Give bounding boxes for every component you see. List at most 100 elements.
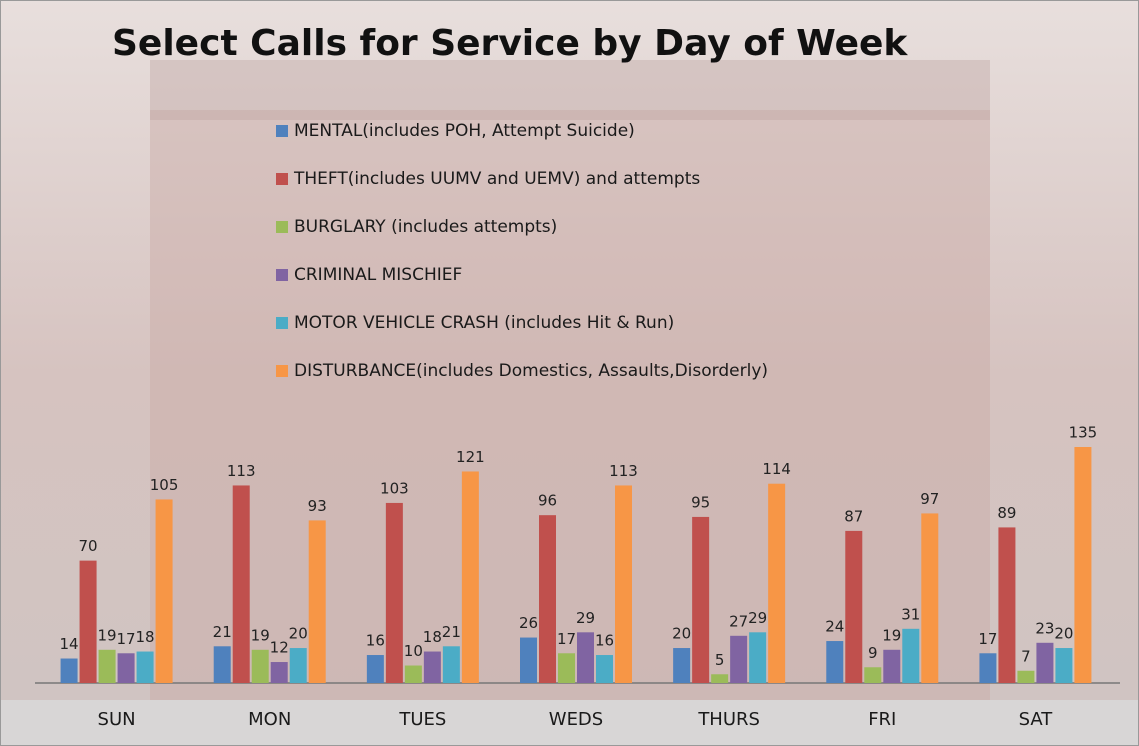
legend-label: MOTOR VEHICLE CRASH (includes Hit & Run) (294, 313, 674, 333)
data-label: 95 (691, 493, 710, 511)
data-label: 10 (404, 642, 423, 660)
bar (270, 662, 288, 683)
data-label: 121 (456, 448, 485, 466)
bar (883, 649, 901, 683)
bar (979, 653, 997, 683)
bar (423, 651, 441, 683)
data-label: 87 (844, 507, 863, 525)
bar (366, 655, 384, 683)
data-label: 93 (308, 497, 327, 515)
bar (864, 667, 882, 683)
data-label: 27 (729, 612, 748, 630)
data-label: 19 (882, 626, 901, 644)
data-label: 14 (60, 635, 79, 653)
chart-title: Select Calls for Service by Day of Week (112, 23, 908, 64)
data-label: 113 (227, 462, 256, 480)
data-label: 17 (117, 630, 136, 648)
legend-swatch (276, 125, 288, 137)
bar (385, 502, 403, 683)
bar (558, 653, 575, 683)
bar (404, 665, 422, 683)
x-tick-label: FRI (868, 709, 896, 730)
bar (577, 632, 594, 683)
legend-swatch (276, 317, 288, 329)
data-label: 16 (366, 632, 385, 650)
bar (155, 499, 173, 683)
data-label: 7 (1021, 647, 1031, 665)
x-tick-label: WEDS (549, 709, 603, 730)
bar (902, 628, 920, 683)
x-tick-label: SAT (1019, 709, 1054, 730)
bar (136, 651, 154, 683)
legend-label: DISTURBANCE(includes Domestics, Assaults… (294, 361, 768, 381)
roof (150, 60, 990, 120)
data-label: 89 (997, 504, 1016, 522)
legend-swatch (276, 269, 288, 281)
bar (768, 483, 786, 683)
bar (117, 653, 135, 683)
bar (730, 635, 748, 683)
data-label: 29 (748, 609, 767, 627)
data-label: 21 (213, 623, 232, 641)
data-label: 135 (1069, 424, 1098, 442)
bar (520, 637, 537, 683)
bar (98, 649, 116, 683)
bar (213, 646, 231, 683)
data-label: 96 (538, 492, 557, 510)
data-label: 17 (557, 630, 576, 648)
data-label: 17 (978, 630, 997, 648)
bar (596, 655, 613, 683)
data-label: 103 (380, 479, 409, 497)
data-label: 21 (442, 623, 461, 641)
data-label: 29 (576, 609, 595, 627)
x-tick-label: MON (248, 709, 291, 730)
x-tick-label: THURS (697, 709, 760, 730)
bar (711, 674, 729, 683)
data-label: 5 (715, 651, 725, 669)
data-label: 19 (251, 626, 270, 644)
data-label: 18 (423, 628, 442, 646)
data-label: 23 (1035, 619, 1054, 637)
data-label: 105 (150, 476, 179, 494)
bar (79, 560, 97, 683)
data-label: 20 (289, 625, 308, 643)
bar (289, 648, 307, 683)
bar (539, 515, 556, 683)
bar (308, 520, 326, 683)
legend-swatch (276, 173, 288, 185)
legend-swatch (276, 365, 288, 377)
data-label: 16 (595, 632, 614, 650)
bar (998, 527, 1016, 683)
bar (1017, 670, 1035, 683)
legend-label: BURGLARY (includes attempts) (294, 217, 557, 237)
data-label: 114 (762, 460, 791, 478)
bar (749, 632, 767, 683)
bar (1074, 447, 1092, 683)
legend-label: CRIMINAL MISCHIEF (294, 265, 462, 285)
ground (0, 700, 1139, 746)
data-label: 18 (136, 628, 155, 646)
bar (826, 641, 844, 683)
data-label: 20 (672, 625, 691, 643)
data-label: 24 (825, 618, 844, 636)
bar (461, 471, 479, 683)
data-label: 12 (270, 639, 289, 657)
data-label: 97 (920, 490, 939, 508)
legend-label: THEFT(includes UUMV and UEMV) and attemp… (293, 169, 700, 189)
legend-label: MENTAL(includes POH, Attempt Suicide) (294, 121, 635, 141)
bar (921, 513, 939, 683)
x-tick-label: TUES (398, 709, 446, 730)
data-label: 9 (868, 644, 878, 662)
bar (845, 530, 863, 683)
bar (1055, 648, 1073, 683)
data-label: 19 (98, 626, 117, 644)
data-label: 70 (79, 537, 98, 555)
data-label: 26 (519, 614, 538, 632)
bar (251, 649, 269, 683)
bar (60, 658, 78, 683)
legend-swatch (276, 221, 288, 233)
bar (442, 646, 460, 683)
bar (232, 485, 250, 683)
